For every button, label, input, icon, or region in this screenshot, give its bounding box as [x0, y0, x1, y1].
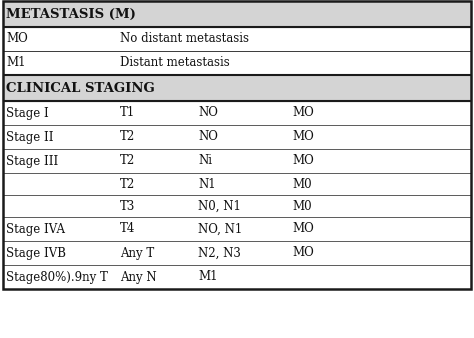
- Text: T2: T2: [120, 154, 135, 168]
- Text: N0, N1: N0, N1: [198, 199, 241, 213]
- Text: Distant metastasis: Distant metastasis: [120, 56, 230, 70]
- Text: T2: T2: [120, 130, 135, 144]
- Text: CLINICAL STAGING: CLINICAL STAGING: [6, 81, 155, 95]
- Text: NO: NO: [198, 130, 218, 144]
- Text: METASTASIS (M): METASTASIS (M): [6, 7, 136, 21]
- Text: N2, N3: N2, N3: [198, 246, 241, 260]
- Text: T2: T2: [120, 177, 135, 191]
- Text: M0: M0: [292, 177, 311, 191]
- Text: MO: MO: [292, 154, 314, 168]
- Text: T4: T4: [120, 222, 136, 236]
- Text: M1: M1: [198, 270, 218, 284]
- Text: Any N: Any N: [120, 270, 156, 284]
- Text: MO: MO: [292, 246, 314, 260]
- Text: Ni: Ni: [198, 154, 212, 168]
- Text: T1: T1: [120, 106, 135, 120]
- Text: No distant metastasis: No distant metastasis: [120, 32, 249, 46]
- Text: NO, N1: NO, N1: [198, 222, 242, 236]
- Text: M0: M0: [292, 199, 311, 213]
- Text: Any T: Any T: [120, 246, 154, 260]
- Text: N1: N1: [198, 177, 216, 191]
- Text: MO: MO: [292, 106, 314, 120]
- Text: M1: M1: [6, 56, 26, 70]
- Bar: [3, 1, 471, 289]
- Text: Stage III: Stage III: [6, 154, 58, 168]
- Text: Stage II: Stage II: [6, 130, 54, 144]
- Text: MO: MO: [292, 222, 314, 236]
- Text: Stage IVA: Stage IVA: [6, 222, 65, 236]
- Text: Stage I: Stage I: [6, 106, 49, 120]
- Text: MO: MO: [292, 130, 314, 144]
- Text: Stage IVB: Stage IVB: [6, 246, 66, 260]
- Text: MO: MO: [6, 32, 28, 46]
- Text: NO: NO: [198, 106, 218, 120]
- Text: T3: T3: [120, 199, 136, 213]
- Text: Stage80%).9ny T: Stage80%).9ny T: [6, 270, 108, 284]
